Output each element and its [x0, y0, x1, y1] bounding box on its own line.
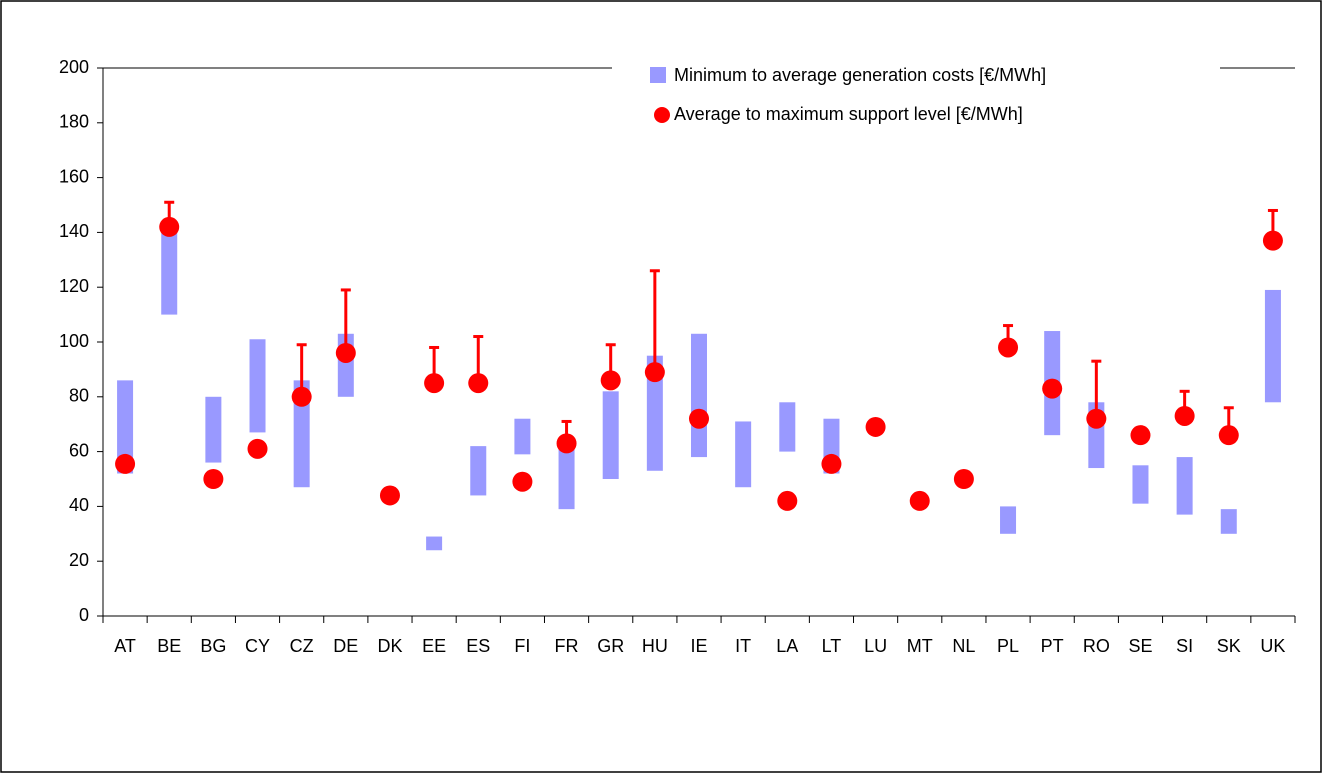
- y-tick-label: 140: [59, 221, 89, 241]
- support-dot: [159, 216, 180, 237]
- x-tick-label: RO: [1083, 636, 1110, 656]
- x-tick-label: LU: [864, 636, 887, 656]
- range-bar: [117, 380, 134, 474]
- support-dot: [865, 416, 886, 437]
- support-dot: [291, 386, 312, 407]
- range-bar: [293, 380, 310, 488]
- range-bar: [558, 440, 575, 510]
- x-tick-label: FI: [514, 636, 530, 656]
- range-bar: [426, 536, 443, 551]
- legend-swatch: [650, 67, 666, 83]
- range-bar: [249, 339, 266, 433]
- range-bar: [735, 421, 752, 488]
- range-bar: [205, 396, 222, 463]
- support-dot: [1218, 425, 1239, 446]
- support-dot: [821, 453, 842, 474]
- x-tick-label: IT: [735, 636, 751, 656]
- support-dot: [468, 373, 489, 394]
- y-tick-label: 100: [59, 331, 89, 351]
- range-bar: [691, 333, 707, 458]
- x-tick-label: PT: [1041, 636, 1064, 656]
- support-dot: [1086, 408, 1107, 429]
- x-tick-label: UK: [1260, 636, 1285, 656]
- support-dot: [115, 453, 136, 474]
- x-tick-label: AT: [114, 636, 136, 656]
- range-bar: [161, 226, 178, 315]
- support-dot: [689, 408, 709, 429]
- y-tick-label: 40: [69, 495, 89, 515]
- x-tick-label: SE: [1128, 636, 1152, 656]
- support-dot: [247, 438, 268, 459]
- range-bar: [602, 391, 619, 479]
- support-dot: [953, 469, 974, 489]
- y-tick-label: 20: [69, 550, 89, 570]
- range-bar: [1132, 465, 1149, 504]
- range-bar: [779, 402, 796, 452]
- x-tick-label: ES: [466, 636, 490, 656]
- x-tick-label: EE: [422, 636, 446, 656]
- range-bar: [514, 418, 531, 455]
- support-dot: [998, 337, 1019, 358]
- y-tick-label: 80: [69, 386, 89, 406]
- y-tick-label: 120: [59, 276, 89, 296]
- y-tick-label: 60: [69, 440, 89, 460]
- x-tick-label: SK: [1217, 636, 1241, 656]
- support-dot: [379, 485, 400, 506]
- x-tick-label: BE: [157, 636, 181, 656]
- legend-label: Minimum to average generation costs [€/M…: [674, 65, 1046, 85]
- x-tick-label: SI: [1176, 636, 1193, 656]
- x-tick-label: NL: [952, 636, 975, 656]
- x-tick-label: GR: [597, 636, 624, 656]
- x-tick-label: MT: [907, 636, 933, 656]
- support-dot: [203, 469, 224, 489]
- x-tick-label: BG: [200, 636, 226, 656]
- support-dot: [556, 433, 577, 454]
- range-bar: [646, 355, 663, 471]
- legend-box: [612, 56, 1220, 138]
- y-tick-label: 160: [59, 166, 89, 186]
- support-dot: [512, 471, 533, 492]
- x-tick-label: HU: [642, 636, 668, 656]
- support-dot: [1130, 425, 1151, 446]
- support-dot: [600, 370, 621, 391]
- x-tick-label: CZ: [290, 636, 314, 656]
- support-dot: [1262, 230, 1283, 251]
- support-dot: [1174, 405, 1195, 426]
- range-bar: [1264, 289, 1281, 403]
- x-tick-label: LT: [822, 636, 842, 656]
- legend-label: Average to maximum support level [€/MWh]: [674, 104, 1023, 124]
- support-dot: [644, 362, 665, 383]
- x-tick-label: FR: [555, 636, 579, 656]
- support-dot: [777, 490, 798, 511]
- legend-swatch: [654, 107, 670, 123]
- x-tick-label: LA: [776, 636, 798, 656]
- y-tick-label: 200: [59, 57, 89, 77]
- range-bar: [1176, 457, 1193, 515]
- x-tick-label: IE: [690, 636, 707, 656]
- x-tick-label: DE: [333, 636, 358, 656]
- range-bar: [470, 446, 487, 496]
- range-bar: [1000, 506, 1017, 534]
- y-tick-label: 0: [79, 605, 89, 625]
- range-bar: [1220, 509, 1237, 534]
- x-tick-label: PL: [997, 636, 1019, 656]
- x-tick-label: CY: [245, 636, 270, 656]
- support-dot: [335, 342, 356, 363]
- support-dot: [1042, 378, 1063, 399]
- y-tick-label: 180: [59, 112, 89, 132]
- support-dot: [424, 373, 445, 394]
- x-tick-label: DK: [377, 636, 402, 656]
- support-dot: [909, 490, 930, 511]
